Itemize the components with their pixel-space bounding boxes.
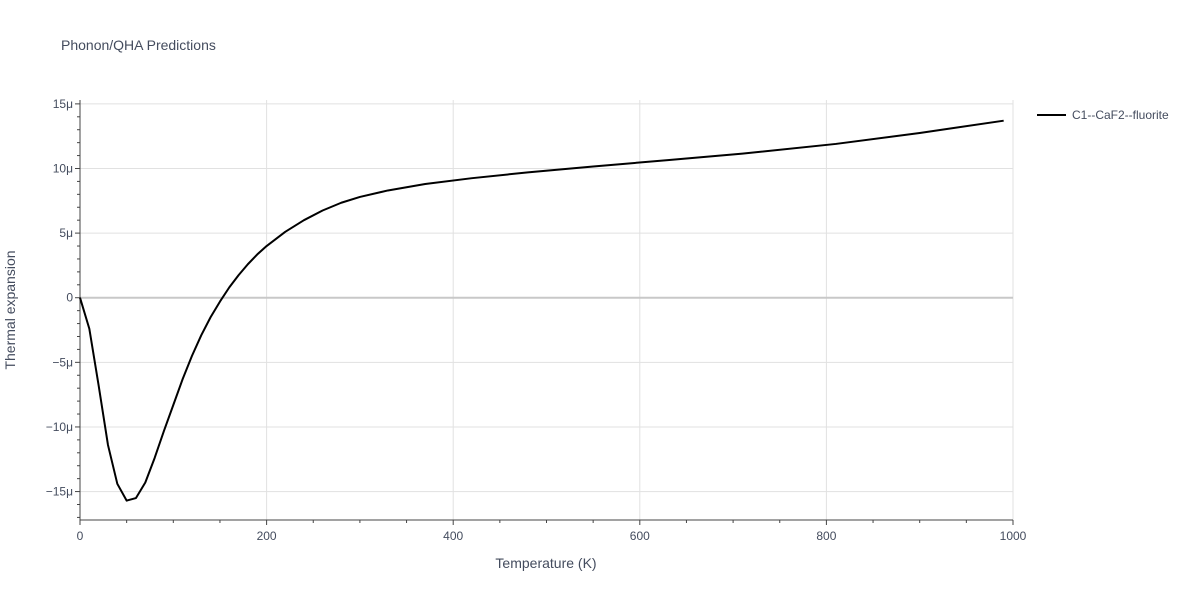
grid xyxy=(80,100,1014,520)
y-axis-title: Thermal expansion xyxy=(2,250,18,369)
y-tick-label: 15μ xyxy=(53,97,73,111)
y-tick-label: −5μ xyxy=(52,355,73,369)
y-tick-label: 0 xyxy=(66,291,73,305)
x-tick-label: 400 xyxy=(443,529,463,543)
y-tick-label: −10μ xyxy=(46,420,73,434)
y-tick-label: 5μ xyxy=(59,226,73,240)
x-axis-title: Temperature (K) xyxy=(495,555,596,571)
series-layer xyxy=(79,119,1004,502)
legend-label: C1--CaF2--fluorite xyxy=(1072,108,1169,122)
y-tick-label: −15μ xyxy=(46,485,73,499)
x-tick-label: 800 xyxy=(816,529,836,543)
y-tick-label: 10μ xyxy=(53,161,73,175)
x-tick-label: 200 xyxy=(257,529,277,543)
chart-title: Phonon/QHA Predictions xyxy=(61,37,216,53)
series-line xyxy=(79,119,1004,502)
axes: 0 200 400 600 800 1000 −15μ −10μ −5μ 0 5μ 10μ 15μ xyxy=(46,97,1027,543)
x-tick-label: 600 xyxy=(630,529,650,543)
x-tick-label: 0 xyxy=(77,529,84,543)
x-tick-label: 1000 xyxy=(1000,529,1027,543)
legend[interactable]: C1--CaF2--fluorite xyxy=(1037,108,1169,122)
